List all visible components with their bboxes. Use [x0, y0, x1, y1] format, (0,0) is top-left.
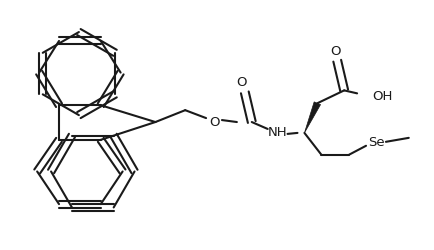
Text: O: O: [237, 76, 247, 89]
Text: O: O: [209, 116, 219, 128]
Polygon shape: [304, 102, 321, 133]
Text: O: O: [330, 45, 341, 58]
Text: Se: Se: [368, 136, 384, 149]
Text: OH: OH: [372, 90, 392, 103]
Text: NH: NH: [268, 126, 287, 140]
